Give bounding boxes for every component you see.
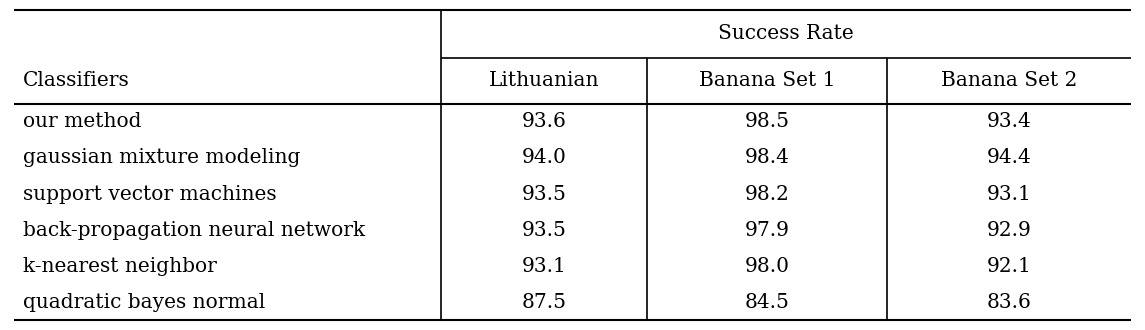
- Text: 93.5: 93.5: [521, 220, 567, 240]
- Text: our method: our method: [23, 113, 141, 131]
- Text: 98.5: 98.5: [744, 113, 790, 131]
- Text: k-nearest neighbor: k-nearest neighbor: [23, 256, 216, 276]
- Text: support vector machines: support vector machines: [23, 184, 277, 204]
- Text: 93.1: 93.1: [521, 256, 567, 276]
- Text: 93.6: 93.6: [521, 113, 567, 131]
- Text: Lithuanian: Lithuanian: [489, 71, 599, 90]
- Text: 93.5: 93.5: [521, 184, 567, 204]
- Text: 83.6: 83.6: [987, 293, 1032, 312]
- Text: 94.4: 94.4: [987, 148, 1032, 168]
- Text: 98.4: 98.4: [744, 148, 790, 168]
- Text: 84.5: 84.5: [744, 293, 790, 312]
- Text: Banana Set 2: Banana Set 2: [941, 71, 1077, 90]
- Text: Banana Set 1: Banana Set 1: [698, 71, 836, 90]
- Text: 98.0: 98.0: [744, 256, 790, 276]
- Text: 92.9: 92.9: [987, 220, 1032, 240]
- Text: 87.5: 87.5: [521, 293, 567, 312]
- Text: 93.1: 93.1: [987, 184, 1032, 204]
- Text: gaussian mixture modeling: gaussian mixture modeling: [23, 148, 300, 168]
- Text: 93.4: 93.4: [987, 113, 1032, 131]
- Text: 92.1: 92.1: [987, 256, 1032, 276]
- Text: 98.2: 98.2: [744, 184, 790, 204]
- Text: Classifiers: Classifiers: [23, 71, 129, 90]
- Text: 94.0: 94.0: [521, 148, 567, 168]
- Text: quadratic bayes normal: quadratic bayes normal: [23, 293, 266, 312]
- Text: 97.9: 97.9: [744, 220, 790, 240]
- Text: Success Rate: Success Rate: [718, 24, 854, 43]
- Text: back-propagation neural network: back-propagation neural network: [23, 220, 365, 240]
